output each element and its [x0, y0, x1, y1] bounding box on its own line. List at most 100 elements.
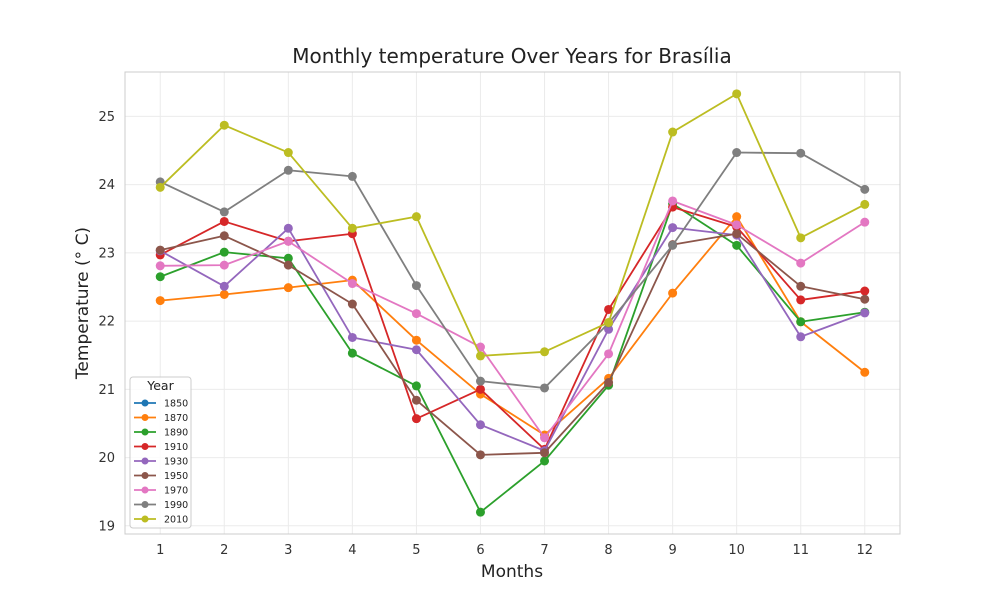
series-line [159, 202, 865, 514]
data-point [475, 384, 485, 394]
data-point [668, 196, 678, 206]
data-point [411, 414, 421, 424]
series-line [159, 206, 865, 451]
data-point [540, 433, 550, 443]
series-group [155, 89, 870, 517]
y-tick-label: 20 [98, 451, 115, 466]
data-point [283, 283, 293, 293]
legend-item-1930: 1930 [134, 457, 188, 468]
legend-label: 1910 [164, 442, 188, 453]
x-tick-label: 10 [728, 543, 745, 558]
data-point [668, 127, 678, 137]
legend-item-1910: 1910 [134, 442, 188, 453]
data-point [668, 223, 678, 233]
data-point [732, 148, 742, 158]
data-point [219, 289, 229, 299]
series-1970 [155, 196, 870, 443]
data-point [219, 281, 229, 291]
grid [125, 72, 900, 534]
data-point [860, 199, 870, 209]
data-point [668, 288, 678, 298]
series-line [159, 226, 866, 452]
legend-label: 1870 [164, 413, 188, 424]
series-line [160, 200, 866, 439]
data-point [347, 223, 357, 233]
data-point [668, 240, 678, 250]
legend-label: 1970 [164, 486, 188, 497]
y-tick-label: 25 [98, 110, 115, 125]
data-point [732, 89, 742, 99]
data-point [283, 148, 293, 158]
chart-title: Monthly temperature Over Years for Brasí… [292, 44, 732, 68]
legend-label: 1850 [164, 399, 188, 410]
data-point [475, 450, 485, 460]
data-point [796, 233, 806, 243]
data-point [604, 349, 614, 359]
x-tick-label: 3 [284, 543, 292, 558]
data-point [540, 448, 550, 458]
data-point [283, 253, 293, 263]
data-point [219, 247, 229, 257]
data-point [860, 367, 870, 377]
data-point [347, 348, 357, 358]
data-point [796, 258, 806, 268]
data-point [347, 332, 357, 342]
data-point [860, 184, 870, 194]
x-tick-label: 8 [604, 543, 612, 558]
data-point [475, 376, 485, 386]
legend-item-1950: 1950 [134, 471, 188, 482]
legend-item-1970: 1970 [134, 486, 188, 497]
legend: Year 1850 1870 1890 1910 1930 1950 1970 1990 201… [129, 376, 192, 529]
series-1870 [155, 212, 870, 440]
x-tick-label: 9 [668, 543, 676, 558]
data-point [540, 456, 550, 466]
data-point [732, 240, 742, 250]
data-point [732, 212, 742, 222]
legend-marker [141, 428, 149, 436]
y-tick-label: 22 [98, 315, 115, 330]
data-point [540, 347, 550, 357]
x-tick-label: 5 [412, 543, 420, 558]
data-point [155, 182, 165, 192]
data-point [860, 217, 870, 227]
legend-items: 1850 1870 1890 1910 1930 1950 1970 1990 2010 [134, 399, 188, 526]
legend-marker [141, 414, 149, 421]
data-point [283, 165, 293, 175]
legend-label: 1950 [164, 471, 188, 482]
x-tick-label: 4 [348, 543, 356, 558]
legend-marker [141, 443, 149, 450]
legend-label: 1890 [164, 428, 188, 439]
legend-item-1850: 1850 [134, 399, 188, 410]
data-point [283, 260, 293, 270]
y-axis-label: Temperature (° C) [73, 227, 93, 380]
data-point [860, 294, 870, 304]
x-tick-label: 2 [220, 543, 228, 558]
data-point [732, 229, 742, 239]
data-point [475, 351, 485, 361]
data-point [155, 261, 165, 271]
data-point [796, 332, 806, 342]
legend-marker [141, 515, 149, 523]
legend-marker [141, 399, 149, 407]
data-point [219, 216, 229, 226]
data-point [411, 345, 421, 355]
series-2010 [155, 89, 870, 361]
data-point [475, 420, 485, 430]
series-line [159, 151, 866, 389]
data-point [347, 171, 357, 181]
data-point [796, 148, 806, 158]
y-tick-label: 19 [98, 519, 115, 534]
data-point [347, 279, 357, 289]
data-point [155, 245, 165, 255]
data-point [604, 378, 614, 388]
data-point [411, 212, 421, 222]
data-point [540, 383, 550, 393]
data-point [283, 236, 293, 246]
data-point [219, 260, 229, 270]
data-point [604, 317, 614, 327]
plot-area [124, 71, 901, 535]
y-tick-label: 23 [98, 246, 115, 261]
series-1950 [155, 229, 870, 460]
y-tick-label: 21 [98, 383, 115, 398]
